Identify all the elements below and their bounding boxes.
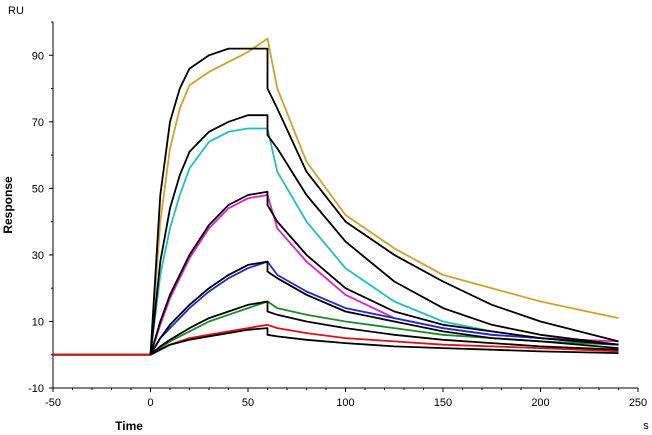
fit-line-4 [149,260,619,356]
y-tick-label: 10 [32,316,44,328]
x-tick-label: 50 [242,397,254,409]
x-tick-label: -50 [45,397,61,409]
y-axis-title: Response [1,176,15,234]
fit-line-5 [149,300,619,356]
y-tick-label: 30 [32,250,44,262]
fit-line-3 [149,190,619,355]
series-line-2 [53,127,619,356]
fit-line-2 [149,114,619,355]
fit-line-6 [150,327,619,356]
series-line-6 [53,323,619,356]
x-ticks: -50 0 50 100 150 200 250 [45,388,647,409]
y-tick-label: 70 [32,117,44,129]
x-tick-label: 150 [434,397,452,409]
x-tick-label: 200 [531,397,549,409]
x-tick-label: 250 [629,397,647,409]
series-line-3 [53,194,619,356]
fit-curves [149,47,619,356]
fit-line-1 [149,47,619,355]
x-tick-label: 0 [147,397,153,409]
series-line-1 [53,37,619,356]
x-unit-label: s [643,420,649,432]
y-tick-label: -10 [28,383,44,395]
x-tick-label: 100 [336,397,354,409]
x-axis-title: Time [115,419,143,433]
y-ticks: -10 10 30 50 70 90 [28,21,53,395]
y-tick-label: 90 [32,50,44,62]
y-unit-label: RU [8,5,24,17]
y-tick-label: 50 [32,183,44,195]
